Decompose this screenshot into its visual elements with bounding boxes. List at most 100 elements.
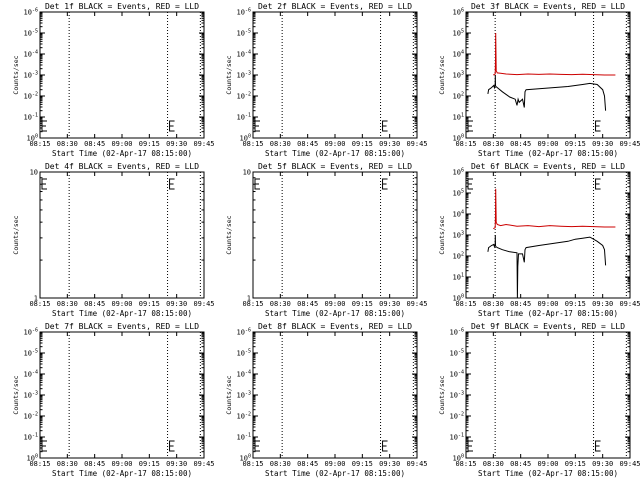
x-tick-label: 09:30 [166,460,187,468]
panel-title: Det 1f BLACK = Events, RED = LLD [45,2,199,11]
x-tick-label: 09:00 [111,300,132,308]
y-tick-label: 100 [27,134,38,143]
x-tick-label: 08:45 [297,300,318,308]
plot-frame [465,171,631,299]
x-tick-label: 08:30 [57,300,78,308]
y-tick-label: 10-6 [24,328,38,337]
left-edge-bracket [41,178,47,190]
panel-det8f: Det 8f BLACK = Events, RED = LLD Start Ti… [225,322,428,478]
left-edge-bracket [467,178,473,190]
y-tick-label: 100 [453,134,464,143]
x-axis-label: Start Time (02-Apr-17 08:15:00) [478,309,618,318]
x-tick-label: 08:30 [270,460,291,468]
x-tick-label: 09:15 [139,300,160,308]
y-tick-label: 10-4 [450,370,464,379]
panel-det6f: Det 6f BLACK = Events, RED = LLD Start Ti… [438,162,640,318]
x-tick-label: 09:45 [193,460,214,468]
y-axis-label: Counts/sec [12,55,20,94]
x-tick-label: 09:15 [352,300,373,308]
y-tick-label: 10-4 [237,50,251,59]
marker-bracket [595,440,601,452]
y-tick-label: 106 [453,8,464,17]
x-axis-label: Start Time (02-Apr-17 08:15:00) [52,149,192,158]
plot-frame [39,331,205,459]
plot-frame [39,171,205,299]
plot-frame [465,331,631,459]
y-tick-label: 101 [453,273,464,282]
y-tick-label: 103 [453,231,464,240]
panel-title: Det 6f BLACK = Events, RED = LLD [471,162,625,171]
y-axis-label: Counts/sec [438,55,446,94]
x-axis-label: Start Time (02-Apr-17 08:15:00) [52,469,192,478]
x-tick-label: 09:15 [565,140,586,148]
y-tick-label: 10-4 [237,370,251,379]
x-axis-label: Start Time (02-Apr-17 08:15:00) [478,149,618,158]
y-tick-label: 10-1 [24,433,38,442]
y-tick-label: 10-5 [24,349,38,358]
left-edge-bracket [254,178,260,190]
y-tick-label: 10-3 [24,391,38,400]
y-tick-label: 105 [453,29,464,38]
x-tick-label: 08:45 [510,300,531,308]
panel-det5f: Det 5f BLACK = Events, RED = LLD Start Ti… [225,162,428,318]
x-tick-label: 09:00 [111,460,132,468]
y-tick-label: 10-2 [450,412,464,421]
x-tick-label: 09:15 [139,460,160,468]
x-axis-label: Start Time (02-Apr-17 08:15:00) [478,469,618,478]
x-axis-label: Start Time (02-Apr-17 08:15:00) [265,309,405,318]
marker-bracket [595,178,601,190]
y-tick-label: 10-5 [237,29,251,38]
y-tick-label: 10-6 [237,328,251,337]
y-tick-label: 10-5 [24,29,38,38]
left-edge-bracket [467,120,473,132]
x-tick-label: 09:00 [111,140,132,148]
x-tick-label: 09:30 [379,300,400,308]
marker-bracket [169,178,175,190]
left-edge-bracket [41,440,47,452]
y-axis-label: Counts/sec [12,215,20,254]
marker-bracket [382,120,388,132]
x-tick-label: 08:45 [510,460,531,468]
panel-title: Det 7f BLACK = Events, RED = LLD [45,322,199,331]
x-tick-label: 08:30 [57,460,78,468]
y-tick-label: 10-2 [237,412,251,421]
x-tick-label: 09:30 [592,300,613,308]
panel-det2f: Det 2f BLACK = Events, RED = LLD Start Ti… [225,2,428,158]
plot-frame [252,331,418,459]
y-tick-label: 102 [453,252,464,261]
y-axis-label: Counts/sec [225,215,233,254]
panel-det3f: Det 3f BLACK = Events, RED = LLD Start Ti… [438,2,640,158]
y-tick-label: 10 [30,169,38,177]
plot-frame [252,11,418,139]
x-tick-label: 09:30 [592,140,613,148]
x-tick-label: 08:45 [297,140,318,148]
panel-title: Det 8f BLACK = Events, RED = LLD [258,322,412,331]
y-tick-label: 10-3 [237,71,251,80]
panel-det4f: Det 4f BLACK = Events, RED = LLD Start Ti… [12,162,215,318]
x-tick-label: 08:15 [29,300,50,308]
marker-bracket [382,178,388,190]
x-axis-label: Start Time (02-Apr-17 08:15:00) [265,469,405,478]
y-tick-label: 100 [27,454,38,463]
x-tick-label: 08:30 [57,140,78,148]
y-tick-label: 100 [240,134,251,143]
x-tick-label: 09:00 [324,140,345,148]
x-tick-label: 08:15 [242,300,263,308]
x-tick-label: 08:15 [455,460,476,468]
y-tick-label: 10-5 [237,349,251,358]
x-tick-label: 08:45 [84,300,105,308]
y-tick-label: 100 [453,294,464,303]
x-tick-label: 08:30 [483,300,504,308]
left-edge-bracket [254,440,260,452]
y-axis-label: Counts/sec [225,55,233,94]
y-tick-label: 101 [453,113,464,122]
y-tick-label: 103 [453,71,464,80]
panel-det1f: Det 1f BLACK = Events, RED = LLD Start Ti… [12,2,215,158]
x-tick-label: 08:15 [29,140,50,148]
x-tick-label: 09:45 [406,460,427,468]
y-tick-label: 10-4 [24,50,38,59]
y-tick-label: 104 [453,50,464,59]
y-tick-label: 105 [453,189,464,198]
y-tick-label: 10-1 [237,433,251,442]
